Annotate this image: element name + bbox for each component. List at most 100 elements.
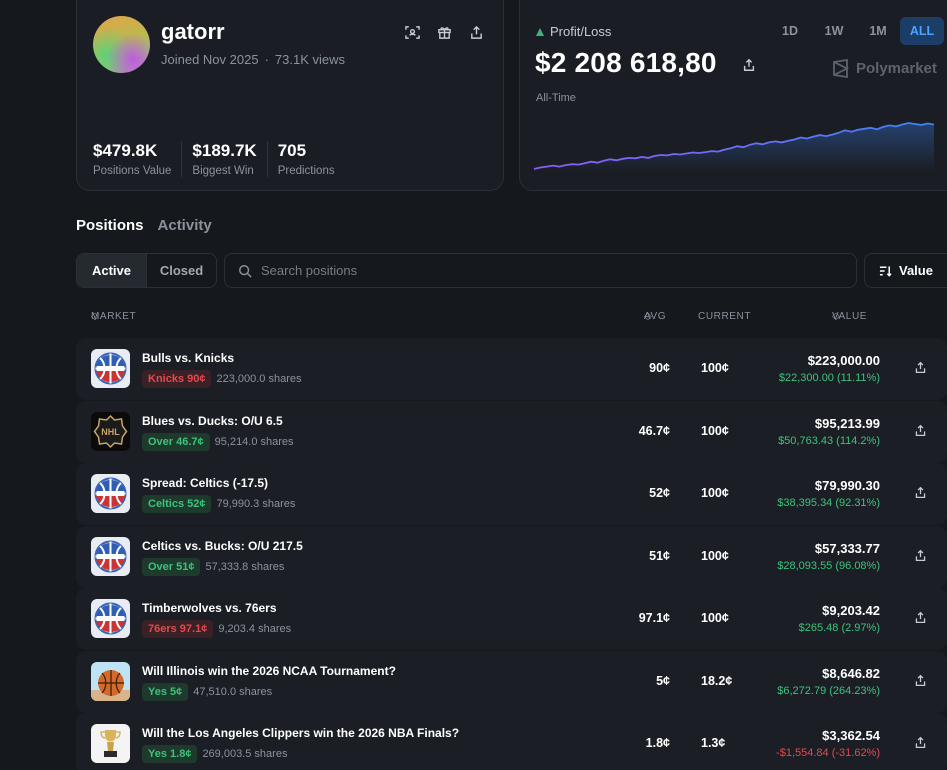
scan-icon[interactable] [403,23,421,41]
filter-closed-button[interactable]: Closed [159,263,204,278]
nhl-logo-icon: NHL [91,411,130,451]
pnl-period: All-Time [536,92,576,104]
current-price: 100¢ [701,361,729,375]
position-pnl: $28,093.55 (96.08%) [777,559,880,572]
avg-price: 52¢ [649,486,670,500]
market-title[interactable]: Will the Los Angeles Clippers win the 20… [142,726,460,740]
timeframe-1d[interactable]: 1D [782,24,798,38]
share-count: 57,333.8 shares [205,560,285,573]
positions-list: Bulls vs. Knicks Knicks 90¢ 223,000.0 shar… [76,338,947,770]
share-count: 9,203.4 shares [218,623,292,635]
timeframe-selector: 1D 1W 1M ALL [768,17,944,45]
profile-actions [403,23,485,41]
market-title[interactable]: Celtics vs. Bucks: O/U 217.5 [142,538,303,553]
market-title[interactable]: Bulls vs. Knicks [142,351,235,365]
timeframe-1w[interactable]: 1W [824,24,844,38]
position-value: $79,990.30 [814,478,880,493]
pnl-card: Profit/Loss 1D 1W 1M ALL $2 208 618,80 P… [519,0,947,191]
current-price: 100¢ [701,548,729,563]
position-pnl: -$1,554.84 (-31.62%) [776,747,880,759]
tab-positions[interactable]: Positions [76,217,144,234]
outcome-badge: Over 51¢ [142,557,201,576]
share-count: 95,214.0 shares [214,435,294,448]
gift-icon[interactable] [435,23,453,41]
avg-price: 46.7¢ [638,423,670,438]
share-icon[interactable] [914,361,927,379]
share-icon[interactable] [914,611,927,629]
sort-icon [879,265,892,277]
table-row[interactable]: Will the Los Angeles Clippers win the 20… [76,713,947,770]
polymarket-brand: Polymarket [832,59,937,78]
position-pnl: $50,763.43 (114.2%) [778,434,880,447]
avg-price: 51¢ [649,548,670,563]
avg-price: 1.8¢ [645,736,670,750]
table-row[interactable]: Spread: Celtics (-17.5) Celtics 52¢ 79,990… [76,463,947,525]
avg-price: 90¢ [649,361,670,375]
position-pnl: $38,395.34 (92.31%) [777,497,880,509]
search-icon [239,264,252,278]
position-meta: Over 51¢ 57,333.8 shares [142,557,285,576]
share-icon[interactable] [914,549,927,567]
stat-biggest-win: $189.7K Biggest Win [192,141,268,177]
position-meta: Yes 1.8¢ 269,003.5 shares [142,745,287,763]
table-header: MARKET ◇ AVG ◇ CURRENT VALUE ◇ [91,311,868,322]
table-row[interactable]: Bulls vs. Knicks Knicks 90¢ 223,000.0 shar… [76,338,947,400]
svg-text:NHL: NHL [101,427,120,437]
pnl-title: Profit/Loss [536,24,611,39]
avatar[interactable] [93,16,150,73]
trophy-icon [91,724,130,763]
username: gatorr [161,19,225,44]
pnl-amount: $2 208 618,80 [535,47,717,78]
position-value: $57,333.77 [814,540,880,556]
outcome-badge: Celtics 52¢ [142,495,212,513]
table-row[interactable]: NHL Blues vs. Ducks: O/U 6.5 Over 46.7¢ 95,… [76,400,947,463]
market-title[interactable]: Spread: Celtics (-17.5) [142,476,269,490]
table-row[interactable]: Will Illinois win the 2026 NCAA Tourname… [76,650,947,713]
market-title[interactable]: Blues vs. Ducks: O/U 6.5 [142,413,283,428]
current-price: 100¢ [701,423,729,438]
status-toggle: Active Closed [76,253,217,288]
share-count: 79,990.3 shares [216,498,296,510]
share-icon[interactable] [914,424,927,442]
outcome-badge: 76ers 97.1¢ [142,620,214,638]
position-meta: Knicks 90¢ 223,000.0 shares [142,370,302,388]
share-icon[interactable] [914,486,927,504]
share-icon[interactable] [467,23,485,41]
sort-chevron-icon: ◇ [91,311,100,322]
table-row[interactable]: Timberwolves vs. 76ers 76ers 97.1¢ 9,203.4… [76,588,947,650]
outcome-badge: Over 46.7¢ [142,432,210,451]
search-box [224,253,857,288]
outcome-badge: Knicks 90¢ [142,370,212,388]
view-count: 73.1K views [274,52,346,67]
position-value: $9,203.42 [822,603,880,618]
timeframe-1m[interactable]: 1M [869,24,887,38]
current-price: 100¢ [701,486,729,500]
position-pnl: $22,300.00 (11.11%) [778,372,880,384]
basketball-icon [91,536,130,576]
position-pnl: $6,272.79 (264.23%) [777,684,880,697]
filter-active-button[interactable]: Active [77,254,147,287]
profile-meta: Joined Nov 2025 · 73.1K views [161,52,346,67]
tab-activity[interactable]: Activity [157,217,212,234]
timeframe-all[interactable]: ALL [900,17,944,45]
search-input[interactable] [261,263,821,278]
share-icon[interactable] [742,58,756,77]
positions-tabs: Positions Activity [76,217,212,234]
market-title[interactable]: Will Illinois win the 2026 NCAA Tourname… [142,663,396,678]
sort-button[interactable]: Value [864,253,947,288]
position-meta: Celtics 52¢ 79,990.3 shares [142,495,295,513]
position-value: $3,362.54 [822,728,880,743]
profile-stats: $479.8K Positions Value $189.7K Biggest … [93,141,355,177]
outcome-badge: Yes 5¢ [142,682,189,701]
basketball-icon [91,474,130,513]
table-row[interactable]: Celtics vs. Bucks: O/U 217.5 Over 51¢ 57,3… [76,525,947,588]
share-icon[interactable] [914,736,927,754]
joined-date: Joined Nov 2025 [161,52,259,67]
profile-card: gatorr Joined Nov 2025 · 73.1K views $479.… [76,0,504,191]
market-title[interactable]: Timberwolves vs. 76ers [142,601,277,615]
share-icon[interactable] [914,674,927,692]
position-meta: Over 46.7¢ 95,214.0 shares [142,432,294,451]
share-count: 269,003.5 shares [202,748,288,760]
position-value: $95,213.99 [814,415,880,431]
